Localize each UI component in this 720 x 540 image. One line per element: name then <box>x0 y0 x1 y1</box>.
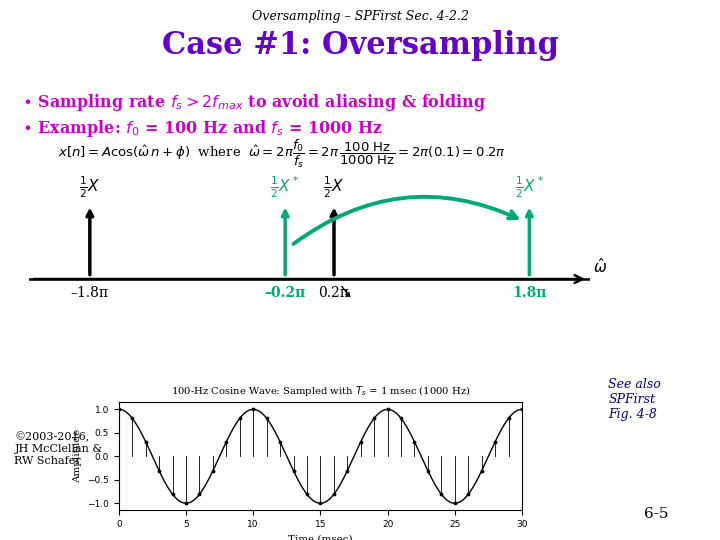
Text: $\bullet$ Sampling rate $f_s > 2f_{max}$ to avoid aliasing & folding: $\bullet$ Sampling rate $f_s > 2f_{max}$… <box>22 92 486 113</box>
Text: 6-5: 6-5 <box>644 507 669 521</box>
Text: $x[n]=A\cos(\hat{\omega}\,n+\phi)$  where  $\hat{\omega}=2\pi\dfrac{f_0}{f_s}=2\: $x[n]=A\cos(\hat{\omega}\,n+\phi)$ where… <box>58 138 505 170</box>
Text: ©2003-2016,
JH McClellan &
RW Schafer: ©2003-2016, JH McClellan & RW Schafer <box>14 432 103 466</box>
Text: Oversampling – SPFirst Sec. 4-2.2: Oversampling – SPFirst Sec. 4-2.2 <box>251 10 469 23</box>
Text: –0.2π: –0.2π <box>264 287 306 300</box>
Title: 100-Hz Cosine Wave: Sampled with $T_s$ = 1 msec (1000 Hz): 100-Hz Cosine Wave: Sampled with $T_s$ =… <box>171 384 470 398</box>
Text: See also
SPFirst
Fig. 4-8: See also SPFirst Fig. 4-8 <box>608 378 661 421</box>
Text: $\hat{\omega}$: $\hat{\omega}$ <box>593 257 607 276</box>
Text: $\frac{1}{2}X^*$: $\frac{1}{2}X^*$ <box>271 174 300 200</box>
Text: 0.2π: 0.2π <box>318 287 349 300</box>
Text: –1.8π: –1.8π <box>71 287 109 300</box>
Text: $\bullet$ Example: $f_0$ = 100 Hz and $f_s$ = 1000 Hz: $\bullet$ Example: $f_0$ = 100 Hz and $f… <box>22 118 382 139</box>
Text: $\frac{1}{2}X^*$: $\frac{1}{2}X^*$ <box>515 174 544 200</box>
Text: $\frac{1}{2}X$: $\frac{1}{2}X$ <box>79 174 101 200</box>
Text: 1.8π: 1.8π <box>512 287 546 300</box>
Y-axis label: Amplitude: Amplitude <box>73 429 81 483</box>
Text: $\frac{1}{2}X$: $\frac{1}{2}X$ <box>323 174 345 200</box>
X-axis label: Time (msec): Time (msec) <box>288 535 353 540</box>
Text: Case #1: Oversampling: Case #1: Oversampling <box>161 30 559 60</box>
